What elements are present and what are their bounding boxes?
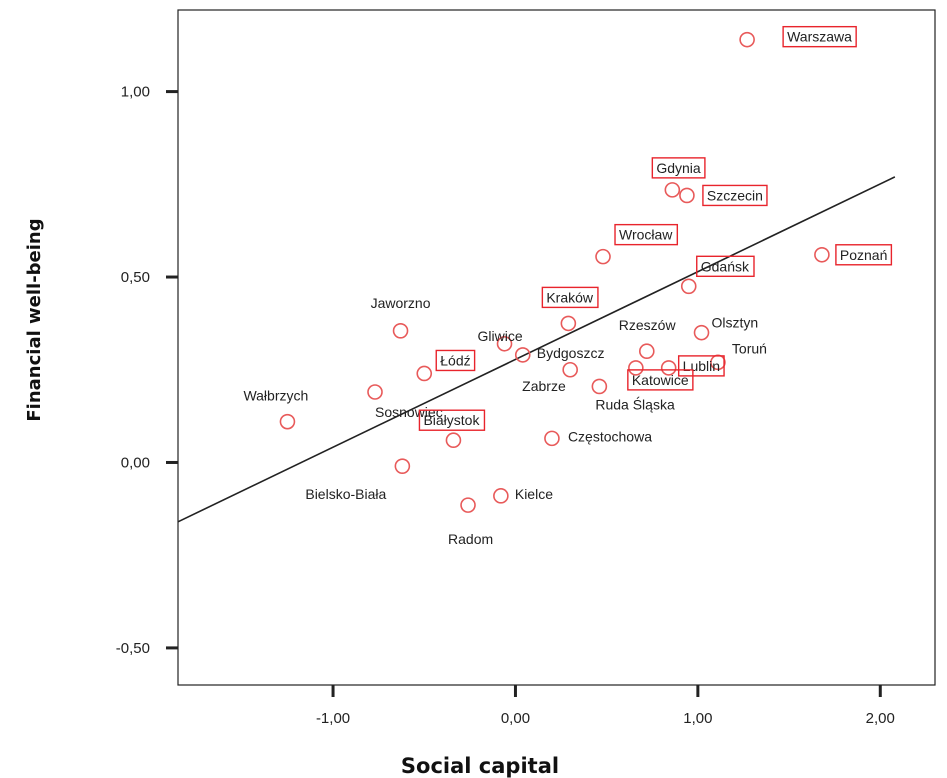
- label-highlight-box: [614, 223, 679, 246]
- x-axis: -1,00 0,00 1,00 2,00: [316, 685, 895, 727]
- point-label: Gliwice: [478, 328, 523, 344]
- y-tick-label: 0,00: [121, 454, 150, 471]
- label-highlight-box: [677, 355, 725, 377]
- data-point: [279, 413, 296, 430]
- x-axis-title: Social capital: [401, 754, 559, 778]
- label-highlight-box: [627, 369, 694, 391]
- data-point: [496, 335, 513, 352]
- point-label: Białystok: [423, 412, 480, 428]
- data-point: [679, 187, 695, 204]
- point-label: Gdańsk: [701, 258, 750, 274]
- point-label: Wałbrzych: [243, 388, 308, 404]
- point-label: Szczecin: [707, 187, 763, 203]
- y-tick-label: 0,50: [121, 269, 150, 286]
- label-highlight-box: [435, 349, 476, 372]
- point-label: Katowice: [632, 372, 689, 388]
- data-point: [460, 497, 476, 513]
- data-point: [664, 182, 681, 198]
- data-point: [514, 347, 531, 363]
- label-highlight-box: [541, 286, 599, 309]
- point-label: Rzeszów: [619, 317, 677, 333]
- data-point: [595, 248, 611, 265]
- label-highlight-box: [696, 255, 755, 278]
- x-tick-label: -1,00: [316, 710, 350, 727]
- data-point: [394, 458, 411, 474]
- label-highlight-box: [835, 244, 893, 266]
- point-label: Bydgoszcz: [537, 345, 605, 361]
- data-point: [445, 432, 462, 449]
- point-label: Bielsko-Biała: [305, 486, 386, 502]
- point-label: Ruda Śląska: [595, 395, 675, 412]
- point-label: Olsztyn: [712, 315, 759, 331]
- point-label: Warszawa: [787, 29, 852, 45]
- data-point: [493, 488, 509, 504]
- data-point: [680, 278, 697, 295]
- data-point: [367, 384, 383, 400]
- data-point: [560, 315, 577, 332]
- label-highlight-box: [651, 157, 706, 179]
- data-point: [739, 31, 755, 48]
- label-highlight-box: [782, 25, 857, 48]
- point-label: Wrocław: [619, 227, 673, 243]
- y-axis-title: Financial well-being: [24, 218, 45, 421]
- point-label: Sosnowiec: [375, 404, 443, 420]
- x-tick-label: 0,00: [501, 710, 530, 727]
- x-tick-label: 2,00: [866, 710, 895, 727]
- data-point: [544, 430, 560, 447]
- point-label: Toruń: [732, 340, 767, 356]
- data-point: [693, 324, 710, 341]
- data-point: [591, 378, 608, 395]
- y-tick-label: -0,50: [116, 640, 150, 657]
- x-tick-label: 1,00: [683, 710, 712, 727]
- point-label: Jaworzno: [371, 295, 431, 311]
- data-point: [392, 323, 409, 339]
- data-point: [660, 360, 677, 376]
- plot-area-frame: [177, 9, 936, 686]
- label-highlight-box: [702, 184, 768, 207]
- data-point: [814, 246, 830, 263]
- y-axis: -0,50 0,00 0,50 1,00: [116, 84, 178, 657]
- point-label: Łódź: [440, 352, 470, 368]
- data-point: [562, 361, 578, 378]
- point-label: Gdynia: [656, 160, 701, 176]
- point-label: Poznań: [840, 247, 887, 263]
- point-label: Kielce: [515, 486, 553, 502]
- point-label: Zabrze: [522, 378, 566, 394]
- data-point: [638, 343, 655, 360]
- point-label: Kraków: [546, 289, 594, 305]
- y-tick-label: 1,00: [121, 84, 150, 101]
- point-label: Radom: [448, 531, 493, 547]
- regression-line: [177, 176, 896, 523]
- label-highlight-box: [418, 409, 486, 431]
- data-points: [279, 31, 830, 513]
- point-labels: Warszawa Gdynia Szczecin Wrocław Poznań Gdańs…: [243, 25, 893, 547]
- data-point: [416, 365, 433, 382]
- point-label: Częstochowa: [568, 428, 652, 444]
- data-point: [628, 360, 644, 376]
